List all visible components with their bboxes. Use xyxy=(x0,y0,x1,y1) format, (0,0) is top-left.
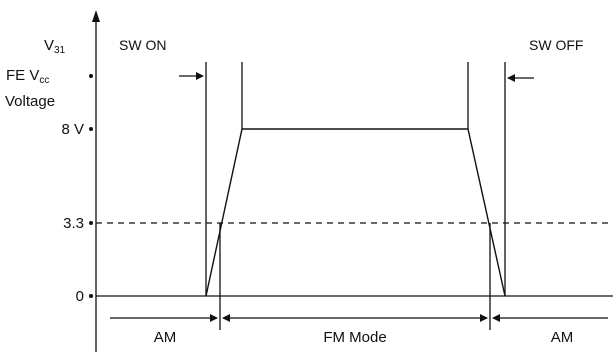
am-left-label: AM xyxy=(154,329,177,346)
sw-on-label: SW ON xyxy=(119,37,166,53)
tick-fe-vcc xyxy=(89,74,93,78)
y-label-voltage: Voltage xyxy=(5,93,55,110)
voltage-waveform xyxy=(205,128,506,297)
y-label-fe-vcc: FE Vcc xyxy=(6,67,49,86)
tick-marks xyxy=(89,74,93,298)
am-right-label: AM xyxy=(551,329,574,346)
tick-label-0: 0 xyxy=(76,288,84,305)
y-axis-arrowhead xyxy=(92,10,100,22)
sw-off-label: SW OFF xyxy=(529,37,583,53)
tick-0v xyxy=(89,294,93,298)
y-label-v31: V31 xyxy=(44,37,66,56)
tick-label-8v: 8 V xyxy=(61,121,84,138)
tick-8v xyxy=(89,127,93,131)
tick-3v3 xyxy=(89,221,93,225)
tick-label-3v3: 3.3 xyxy=(63,215,84,232)
fm-mode-label: FM Mode xyxy=(323,329,386,346)
